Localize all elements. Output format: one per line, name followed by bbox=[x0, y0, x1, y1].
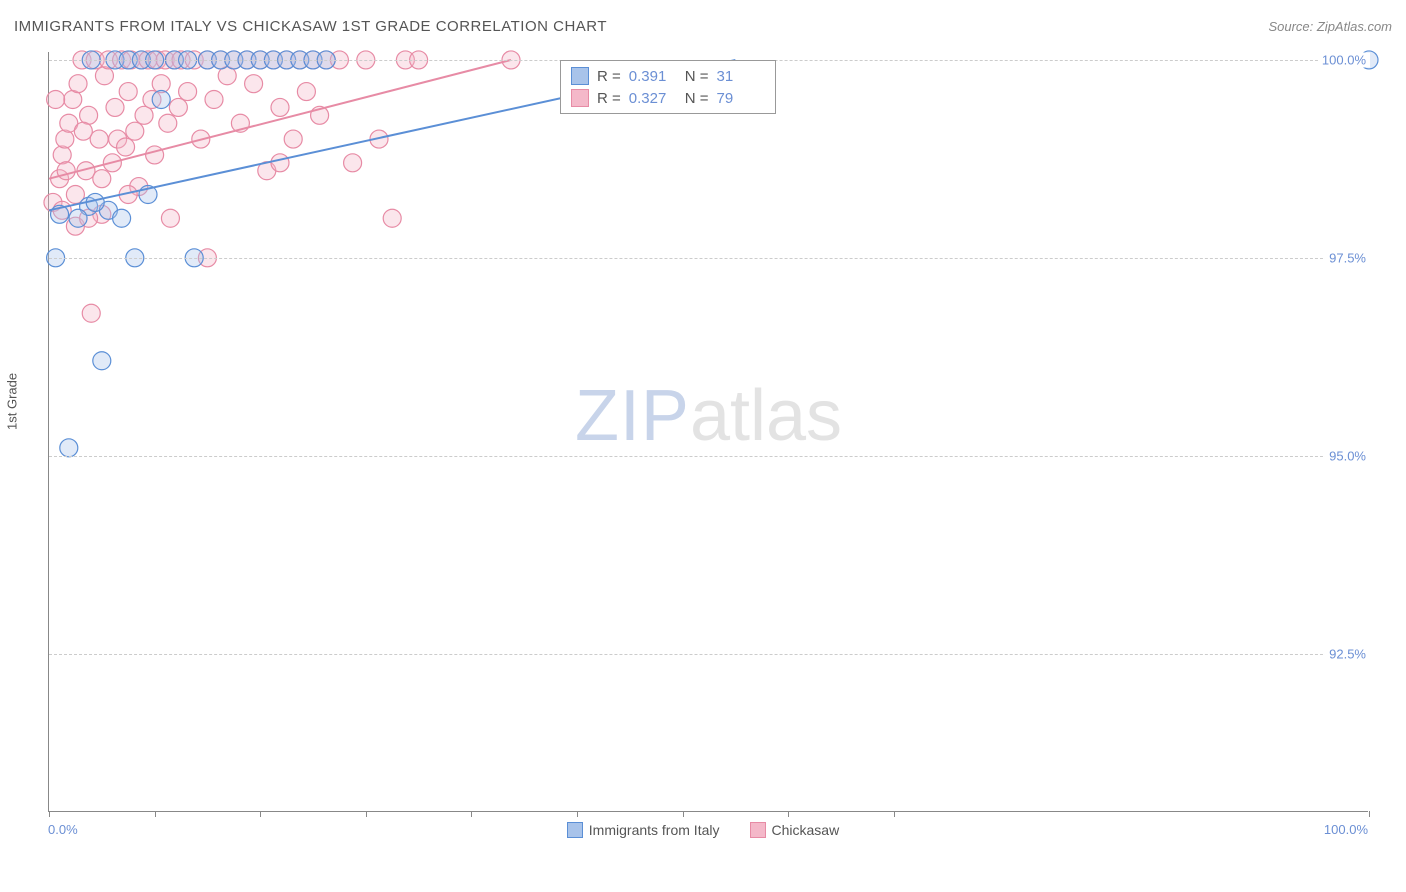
stats-swatch-italy bbox=[571, 67, 589, 85]
data-point-chickasaw bbox=[117, 138, 135, 156]
stats-n-label: N = bbox=[685, 68, 709, 85]
legend-swatch-chickasaw bbox=[750, 822, 766, 838]
data-point-chickasaw bbox=[82, 304, 100, 322]
source-label: Source: ZipAtlas.com bbox=[1268, 19, 1392, 34]
stats-row-chickasaw: R = 0.327 79 N = 79 bbox=[571, 87, 765, 109]
data-point-italy bbox=[60, 439, 78, 457]
data-point-chickasaw bbox=[271, 154, 289, 172]
stats-r-label: R = bbox=[597, 90, 621, 107]
data-point-chickasaw bbox=[179, 83, 197, 101]
x-tick bbox=[577, 811, 578, 817]
data-point-chickasaw bbox=[106, 98, 124, 116]
chart-svg bbox=[49, 52, 1368, 811]
legend-label-italy: Immigrants from Italy bbox=[589, 822, 720, 838]
data-point-chickasaw bbox=[159, 114, 177, 132]
title-bar: IMMIGRANTS FROM ITALY VS CHICKASAW 1ST G… bbox=[14, 18, 1392, 35]
legend: Immigrants from Italy Chickasaw bbox=[0, 822, 1406, 838]
data-point-italy bbox=[93, 352, 111, 370]
data-point-chickasaw bbox=[284, 130, 302, 148]
y-tick-label: 95.0% bbox=[1325, 448, 1370, 463]
data-point-italy bbox=[152, 91, 170, 109]
data-point-italy bbox=[69, 209, 87, 227]
legend-item-italy: Immigrants from Italy bbox=[567, 822, 720, 838]
data-point-chickasaw bbox=[57, 162, 75, 180]
x-tick bbox=[49, 811, 50, 817]
stats-r-italy: 0.391 bbox=[629, 68, 677, 85]
data-point-chickasaw bbox=[95, 67, 113, 85]
data-point-chickasaw bbox=[119, 83, 137, 101]
data-point-chickasaw bbox=[344, 154, 362, 172]
x-tick bbox=[366, 811, 367, 817]
gridline bbox=[49, 456, 1368, 457]
data-point-chickasaw bbox=[146, 146, 164, 164]
data-point-italy bbox=[113, 209, 131, 227]
data-point-chickasaw bbox=[93, 170, 111, 188]
x-tick bbox=[788, 811, 789, 817]
data-point-chickasaw bbox=[169, 98, 187, 116]
data-point-chickasaw bbox=[245, 75, 263, 93]
stats-n-label: N = bbox=[685, 90, 709, 107]
data-point-chickasaw bbox=[383, 209, 401, 227]
x-tick bbox=[471, 811, 472, 817]
data-point-chickasaw bbox=[297, 83, 315, 101]
stats-n-chickasaw-v: 79 bbox=[717, 90, 765, 107]
y-tick-label: 97.5% bbox=[1325, 250, 1370, 265]
data-point-chickasaw bbox=[74, 122, 92, 140]
stats-r-chickasaw: 0.327 bbox=[629, 90, 677, 107]
data-point-chickasaw bbox=[271, 98, 289, 116]
data-point-chickasaw bbox=[126, 122, 144, 140]
legend-label-chickasaw: Chickasaw bbox=[772, 822, 840, 838]
data-point-chickasaw bbox=[47, 91, 65, 109]
legend-swatch-italy bbox=[567, 822, 583, 838]
gridline bbox=[49, 258, 1368, 259]
data-point-chickasaw bbox=[56, 130, 74, 148]
y-tick-label: 92.5% bbox=[1325, 646, 1370, 661]
y-axis-title: 1st Grade bbox=[5, 373, 20, 430]
y-tick-label: 100.0% bbox=[1318, 52, 1370, 67]
stats-box: R = 0.391 N = 31 R = 0.327 79 N = 79 bbox=[560, 60, 776, 114]
stats-n-italy: 31 bbox=[717, 68, 765, 85]
data-point-chickasaw bbox=[69, 75, 87, 93]
plot-area: ZIPatlas 92.5%95.0%97.5%100.0% bbox=[48, 52, 1368, 812]
x-tick bbox=[155, 811, 156, 817]
stats-swatch-chickasaw bbox=[571, 89, 589, 107]
data-point-chickasaw bbox=[90, 130, 108, 148]
x-tick bbox=[683, 811, 684, 817]
stats-r-label: R = bbox=[597, 68, 621, 85]
data-point-chickasaw bbox=[53, 146, 71, 164]
stats-row-italy: R = 0.391 N = 31 bbox=[571, 65, 765, 87]
x-tick bbox=[260, 811, 261, 817]
data-point-chickasaw bbox=[161, 209, 179, 227]
x-tick bbox=[894, 811, 895, 817]
data-point-chickasaw bbox=[135, 106, 153, 124]
legend-item-chickasaw: Chickasaw bbox=[750, 822, 840, 838]
x-tick bbox=[1369, 811, 1370, 817]
gridline bbox=[49, 654, 1368, 655]
chart-title: IMMIGRANTS FROM ITALY VS CHICKASAW 1ST G… bbox=[14, 18, 607, 35]
data-point-chickasaw bbox=[205, 91, 223, 109]
